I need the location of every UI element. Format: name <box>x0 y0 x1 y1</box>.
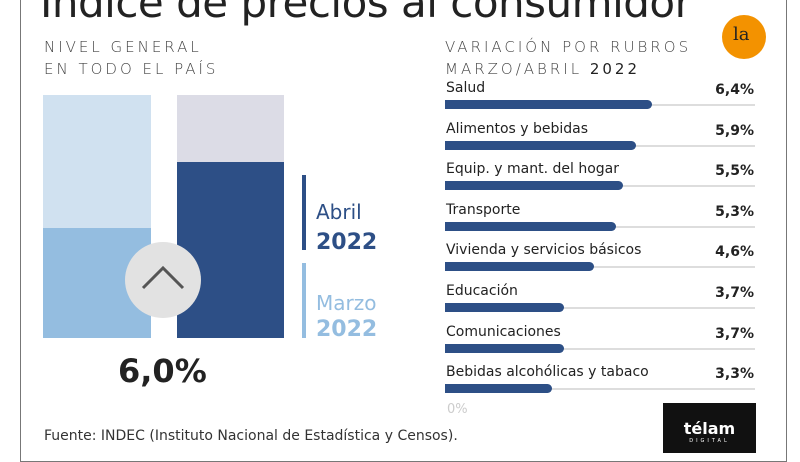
value-label: 3,7% <box>715 325 754 342</box>
bar <box>445 384 552 394</box>
general-value: 6,0% <box>118 352 207 390</box>
bar <box>445 181 623 191</box>
value-label: 6,4% <box>715 82 754 98</box>
bar-track <box>445 307 755 309</box>
telam-logo: télam DIGITAL <box>663 403 756 453</box>
zero-tick: 0% <box>447 402 468 417</box>
page-title: Índice de precios al consumidor <box>40 0 692 27</box>
value-label: 3,7% <box>715 285 754 301</box>
value-label: 5,5% <box>715 163 754 180</box>
abril-column <box>177 162 284 338</box>
category-label: Salud <box>446 80 486 96</box>
source-note: Fuente: INDEC (Instituto Nacional de Est… <box>44 428 458 444</box>
value-label: 5,9% <box>715 122 754 139</box>
bar <box>445 343 565 353</box>
category-label: Vivienda y servicios básicos <box>446 242 642 259</box>
right-subtitle: VARIACIÓN POR RUBROS MARZO/ABRIL 2022 <box>445 38 692 78</box>
bar <box>445 140 636 150</box>
category-label: Transporte <box>446 201 521 218</box>
category-label: Comunicaciones <box>446 323 561 340</box>
category-label: Bebidas alcohólicas y tabaco <box>446 364 649 381</box>
abril-legend-month: Abril <box>316 200 362 224</box>
value-label: 3,3% <box>715 366 754 383</box>
category-label: Alimentos y bebidas <box>446 120 589 137</box>
category-label: Educación <box>446 283 518 299</box>
bar-track <box>445 266 755 269</box>
bar-track <box>445 388 755 391</box>
bar <box>445 221 617 231</box>
increase-badge <box>125 242 201 318</box>
marzo-legend-line <box>302 263 306 338</box>
chevron-up-icon <box>141 265 185 290</box>
abril-legend-year: 2022 <box>316 230 378 255</box>
bar-track <box>445 347 755 350</box>
bar <box>445 100 652 109</box>
marzo-legend-year: 2022 <box>316 317 378 342</box>
la-logo: la <box>722 15 766 59</box>
category-label: Equip. y mant. del hogar <box>446 161 619 178</box>
value-label: 4,6% <box>715 244 754 261</box>
value-label: 5,3% <box>715 203 754 220</box>
marzo-column-bg <box>43 95 151 228</box>
bar <box>445 262 594 272</box>
marzo-legend-month: Marzo <box>316 291 377 315</box>
abril-column-bg <box>177 95 284 162</box>
bar <box>445 303 565 312</box>
left-subtitle: NIVEL GENERAL EN TODO EL PAÍS <box>44 38 219 78</box>
abril-legend-line <box>302 175 306 250</box>
